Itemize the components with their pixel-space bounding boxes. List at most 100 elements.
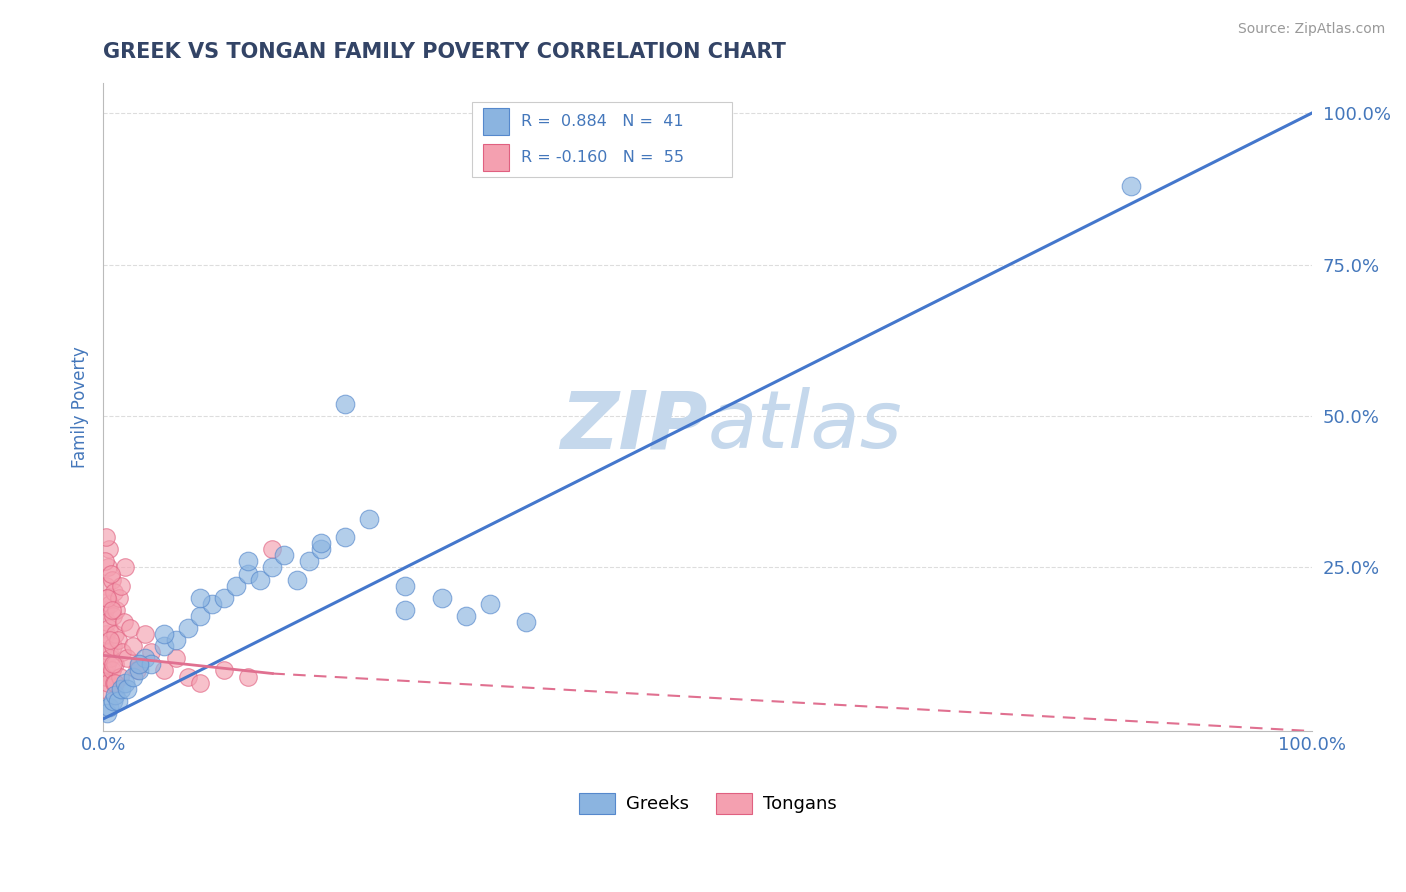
Point	[94, 669, 117, 683]
Point	[478, 597, 501, 611]
Point	[107, 633, 129, 648]
Point	[177, 621, 200, 635]
Point	[110, 681, 132, 696]
Point	[1119, 178, 1142, 193]
Point	[117, 681, 139, 696]
Point	[128, 657, 150, 672]
Point	[100, 664, 122, 678]
Legend: Greeks, Tongans: Greeks, Tongans	[571, 786, 844, 821]
Point	[122, 639, 145, 653]
Point	[96, 615, 118, 629]
Point	[118, 621, 141, 635]
Text: Source: ZipAtlas.com: Source: ZipAtlas.com	[1237, 22, 1385, 37]
Point	[394, 579, 416, 593]
Point	[104, 688, 127, 702]
Point	[114, 560, 136, 574]
Point	[96, 591, 118, 605]
Point	[98, 699, 121, 714]
FancyBboxPatch shape	[482, 144, 509, 171]
Point	[188, 675, 211, 690]
Text: R =  0.884   N =  41: R = 0.884 N = 41	[522, 114, 683, 129]
Point	[103, 584, 125, 599]
Point	[94, 530, 117, 544]
Point	[262, 542, 284, 557]
Point	[225, 579, 247, 593]
Point	[152, 639, 174, 653]
Point	[104, 627, 127, 641]
Point	[125, 664, 148, 678]
Point	[430, 591, 453, 605]
Point	[110, 579, 132, 593]
Point	[238, 669, 260, 683]
Point	[103, 657, 125, 672]
FancyBboxPatch shape	[482, 108, 509, 136]
Text: atlas: atlas	[707, 387, 903, 466]
Point	[98, 542, 121, 557]
Point	[188, 591, 211, 605]
Point	[114, 675, 136, 690]
Point	[333, 397, 356, 411]
Point	[94, 603, 117, 617]
Point	[152, 627, 174, 641]
Point	[112, 615, 135, 629]
Point	[201, 597, 224, 611]
Point	[100, 651, 122, 665]
Point	[212, 664, 235, 678]
Point	[177, 669, 200, 683]
Point	[117, 651, 139, 665]
Point	[100, 566, 122, 581]
Point	[128, 657, 150, 672]
Point	[394, 603, 416, 617]
Point	[104, 657, 127, 672]
Point	[97, 645, 120, 659]
Point	[249, 573, 271, 587]
Point	[93, 664, 115, 678]
Point	[165, 633, 187, 648]
Point	[98, 633, 121, 648]
Point	[238, 554, 260, 568]
Point	[101, 694, 124, 708]
Point	[262, 560, 284, 574]
Point	[238, 566, 260, 581]
Point	[96, 591, 118, 605]
Y-axis label: Family Poverty: Family Poverty	[72, 346, 89, 467]
Point	[309, 536, 332, 550]
Point	[128, 664, 150, 678]
Point	[93, 681, 115, 696]
Point	[141, 657, 163, 672]
Point	[101, 603, 124, 617]
Point	[97, 675, 120, 690]
Point	[94, 554, 117, 568]
Point	[100, 597, 122, 611]
Point	[98, 621, 121, 635]
Point	[134, 627, 156, 641]
Point	[101, 609, 124, 624]
Point	[212, 591, 235, 605]
Point	[97, 560, 120, 574]
Point	[298, 554, 321, 568]
Text: GREEK VS TONGAN FAMILY POVERTY CORRELATION CHART: GREEK VS TONGAN FAMILY POVERTY CORRELATI…	[103, 42, 786, 62]
Point	[94, 627, 117, 641]
Point	[165, 651, 187, 665]
Point	[96, 657, 118, 672]
Point	[93, 639, 115, 653]
Point	[273, 549, 295, 563]
FancyBboxPatch shape	[472, 103, 731, 177]
Point	[152, 664, 174, 678]
Point	[94, 579, 117, 593]
Point	[108, 669, 131, 683]
Point	[103, 675, 125, 690]
Point	[357, 512, 380, 526]
Text: R = -0.160   N =  55: R = -0.160 N = 55	[522, 150, 685, 165]
Point	[101, 639, 124, 653]
Text: ZIP: ZIP	[560, 387, 707, 466]
Point	[100, 573, 122, 587]
Point	[188, 609, 211, 624]
Point	[134, 651, 156, 665]
Point	[108, 591, 131, 605]
Point	[104, 675, 127, 690]
Point	[107, 694, 129, 708]
Point	[515, 615, 537, 629]
Point	[122, 669, 145, 683]
Point	[141, 645, 163, 659]
